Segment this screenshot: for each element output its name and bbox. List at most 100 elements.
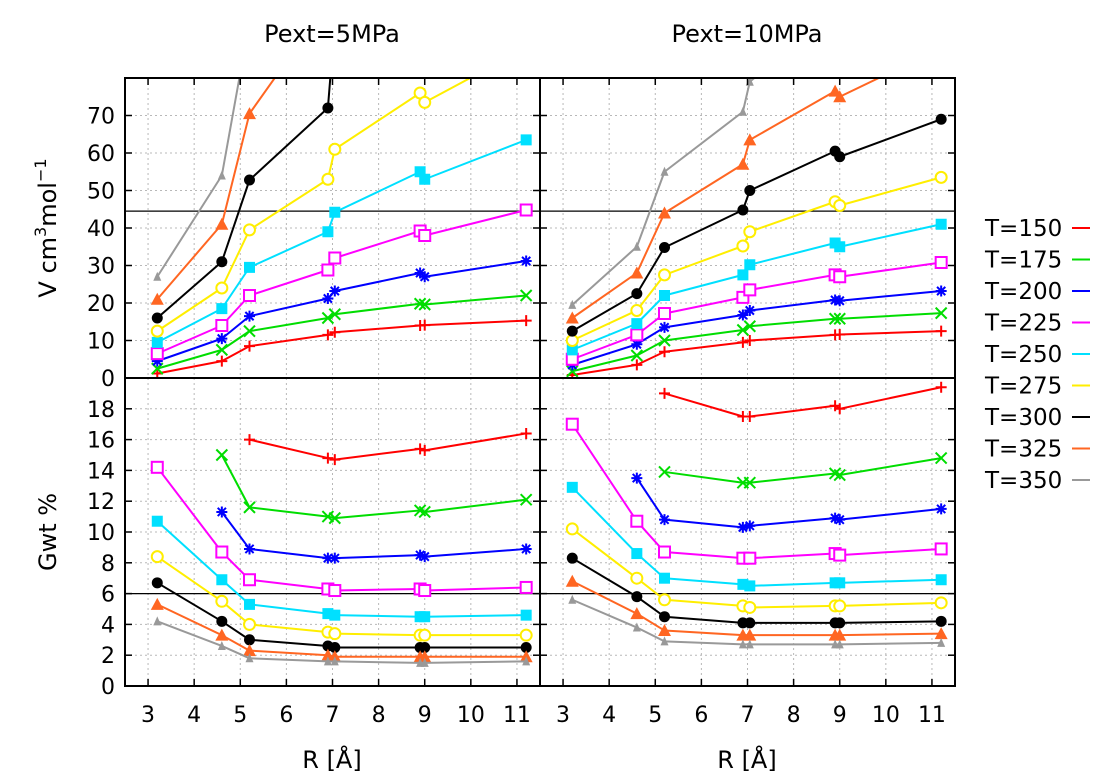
- series-t-225: [565, 256, 948, 366]
- data-point: [419, 551, 431, 563]
- x-tick-label: 3: [141, 703, 155, 728]
- data-point: [743, 476, 757, 489]
- data-point: [243, 501, 256, 514]
- data-point: [744, 259, 756, 271]
- data-point: [519, 650, 533, 663]
- data-point: [150, 324, 164, 338]
- data-point: [630, 266, 644, 279]
- data-point: [737, 269, 749, 281]
- series-line: [156, 78, 276, 300]
- x-tick-label: 10: [457, 703, 485, 728]
- data-point: [328, 627, 342, 641]
- data-point: [418, 95, 432, 109]
- x-tick-label: 11: [918, 703, 946, 728]
- data-point: [659, 242, 670, 253]
- data-point: [246, 17, 254, 26]
- data-point: [659, 346, 670, 358]
- x-tick-label: 9: [418, 703, 432, 728]
- data-point: [243, 324, 256, 338]
- data-point: [834, 295, 846, 307]
- data-point: [743, 320, 757, 333]
- data-point: [934, 627, 948, 640]
- data-point: [243, 289, 256, 302]
- data-point: [150, 550, 164, 564]
- data-point: [934, 256, 948, 269]
- y-tick-label-bottom: 0: [101, 675, 115, 700]
- data-point: [244, 174, 255, 186]
- data-point: [328, 650, 342, 663]
- series-t-350: [153, 616, 531, 667]
- y-tick-label-top: 40: [87, 217, 115, 242]
- data-point: [244, 261, 255, 273]
- data-point: [660, 636, 669, 646]
- data-point: [322, 552, 334, 564]
- data-point: [935, 218, 947, 230]
- data-point: [658, 465, 671, 479]
- data-point: [520, 642, 532, 653]
- data-point: [153, 271, 162, 281]
- series-line: [156, 78, 332, 319]
- data-point: [150, 460, 164, 474]
- data-point: [659, 611, 670, 623]
- data-point: [834, 514, 846, 526]
- data-point: [935, 574, 947, 586]
- data-point: [935, 113, 947, 125]
- data-point: [244, 340, 255, 352]
- data-point: [520, 543, 532, 555]
- data-point: [215, 594, 229, 608]
- data-point: [565, 417, 579, 431]
- data-point: [419, 319, 431, 331]
- series-t-275: [150, 550, 533, 642]
- data-point: [413, 297, 427, 310]
- y-tick-label-bottom: 10: [87, 521, 115, 546]
- data-point: [418, 229, 432, 242]
- data-point: [833, 312, 846, 325]
- y-tick-label-top: 30: [87, 255, 115, 280]
- data-point: [631, 548, 643, 560]
- series-line: [571, 78, 756, 306]
- data-point: [659, 514, 670, 526]
- data-point: [322, 329, 334, 341]
- series-t-325: [565, 574, 948, 641]
- data-point: [243, 617, 256, 631]
- data-point: [658, 593, 671, 607]
- data-point: [565, 352, 579, 366]
- data-point: [835, 639, 844, 649]
- data-point: [216, 615, 228, 627]
- data-point: [631, 472, 643, 484]
- series-t-250: [566, 218, 947, 356]
- y-tick-label-bottom: 12: [87, 490, 115, 515]
- data-point: [522, 656, 531, 666]
- legend: T=150 T=175 T=200 T=225 T=250 T=275 T=300 T=325…: [984, 216, 1090, 494]
- y-tick-label-top: 50: [87, 180, 115, 205]
- data-point: [216, 333, 228, 345]
- data-point: [744, 305, 756, 316]
- data-point: [217, 640, 226, 650]
- data-point: [934, 306, 948, 320]
- data-point: [244, 543, 255, 555]
- data-point: [520, 315, 532, 327]
- data-point: [150, 347, 164, 361]
- data-point: [566, 552, 578, 564]
- data-point: [321, 172, 335, 186]
- data-point: [744, 185, 756, 196]
- data-point: [737, 204, 749, 216]
- legend-item: T=325: [984, 437, 1090, 463]
- y-tick-label-bottom: 16: [87, 429, 115, 454]
- series-line: [664, 386, 942, 418]
- x-tick-label: 5: [648, 703, 662, 728]
- data-point: [659, 321, 670, 333]
- series-t-175: [658, 451, 948, 489]
- data-point: [737, 521, 749, 533]
- data-point: [632, 241, 641, 251]
- data-point: [834, 403, 846, 415]
- data-point: [630, 349, 644, 362]
- data-point: [151, 515, 163, 527]
- series-t-175: [151, 289, 533, 375]
- series-t-275: [565, 170, 948, 347]
- series-t-150: [244, 427, 532, 466]
- series-line: [635, 477, 942, 529]
- legend-label: T=275: [984, 374, 1062, 400]
- data-point: [321, 311, 335, 325]
